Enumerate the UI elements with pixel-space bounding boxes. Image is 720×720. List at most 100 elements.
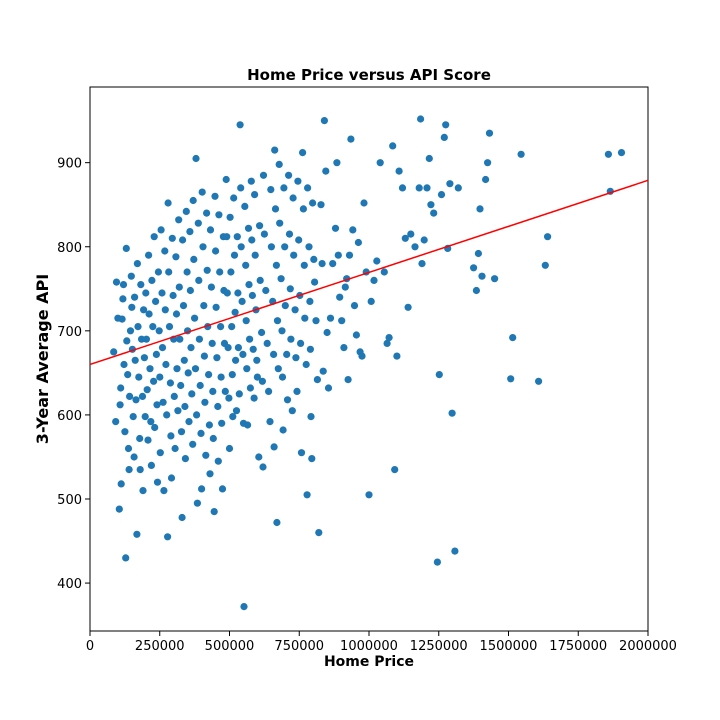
data-point-106 (186, 286, 194, 295)
data-point-271 (318, 260, 326, 268)
data-point-61 (155, 327, 163, 335)
data-point-109 (189, 440, 197, 448)
data-point-175 (234, 344, 242, 352)
data-point-263 (308, 455, 316, 463)
x-tick-label-6: 1500000 (480, 639, 538, 654)
data-point-121 (197, 429, 205, 437)
data-point-339 (484, 159, 492, 167)
data-point-83 (170, 392, 178, 400)
y-axis-label: 3-Year Average API (33, 274, 52, 444)
data-point-100 (182, 207, 190, 215)
data-point-199 (251, 251, 259, 259)
data-point-242 (289, 194, 297, 202)
data-point-120 (196, 381, 204, 390)
x-tick-label-5: 1250000 (410, 639, 468, 654)
data-point-161 (225, 394, 233, 402)
data-point-77 (166, 379, 174, 387)
data-point-312 (404, 303, 412, 311)
data-point-198 (251, 191, 259, 199)
data-point-254 (300, 261, 308, 269)
data-point-285 (341, 283, 349, 291)
data-point-168 (230, 194, 238, 202)
data-point-237 (285, 171, 293, 179)
data-point-304 (383, 339, 391, 347)
data-point-322 (430, 209, 438, 217)
data-point-59 (153, 478, 162, 486)
data-point-41 (141, 413, 149, 421)
data-point-282 (336, 293, 344, 301)
data-point-189 (244, 224, 253, 232)
data-point-226 (275, 160, 283, 168)
x-tick-label-2: 500000 (205, 639, 255, 654)
data-point-151 (218, 419, 226, 427)
data-point-140 (210, 508, 218, 516)
data-point-127 (201, 398, 209, 406)
data-point-301 (373, 257, 381, 265)
data-point-253 (299, 205, 307, 213)
data-point-5 (116, 401, 124, 409)
data-point-54 (150, 233, 158, 241)
data-point-186 (242, 317, 250, 325)
data-point-30 (133, 260, 141, 268)
data-point-289 (347, 135, 355, 143)
data-point-266 (311, 278, 319, 286)
data-point-315 (415, 184, 423, 192)
data-point-212 (263, 339, 271, 347)
data-point-73 (164, 533, 172, 541)
data-point-95 (179, 236, 187, 244)
data-point-336 (476, 205, 484, 213)
data-point-184 (241, 202, 249, 210)
data-point-240 (287, 335, 295, 343)
data-point-63 (156, 449, 164, 457)
data-point-42 (142, 289, 150, 297)
y-tick-label-4: 800 (57, 241, 82, 256)
data-point-146 (214, 457, 222, 465)
data-point-302 (376, 159, 384, 167)
data-point-329 (446, 180, 454, 188)
data-point-69 (161, 247, 169, 255)
data-point-84 (171, 444, 179, 453)
data-point-235 (283, 350, 291, 358)
data-point-248 (295, 236, 303, 244)
data-point-110 (189, 196, 197, 205)
data-point-6 (117, 384, 125, 392)
data-point-47 (145, 310, 153, 318)
data-point-208 (259, 463, 267, 471)
data-point-321 (427, 201, 435, 209)
data-point-272 (319, 367, 327, 375)
y-tick-label-0: 400 (57, 577, 82, 592)
data-point-338 (482, 175, 490, 184)
data-point-145 (214, 402, 222, 411)
data-point-344 (517, 150, 525, 158)
data-point-104 (185, 418, 193, 426)
data-point-107 (187, 344, 195, 352)
data-point-171 (232, 356, 240, 364)
data-point-21 (127, 272, 135, 280)
data-point-225 (274, 365, 282, 373)
data-point-309 (395, 167, 403, 175)
y-axis-ticks: 400 500 600 700 800 900 (57, 157, 90, 592)
data-point-193 (247, 177, 255, 185)
data-point-108 (188, 390, 196, 398)
data-point-210 (260, 230, 268, 238)
data-point-343 (509, 334, 517, 342)
data-point-195 (248, 291, 256, 300)
data-point-136 (207, 283, 215, 291)
data-point-133 (205, 421, 213, 429)
data-point-72 (163, 411, 171, 419)
data-point-93 (177, 428, 186, 436)
data-point-241 (288, 407, 296, 415)
data-point-52 (149, 323, 157, 331)
data-point-66 (158, 344, 167, 352)
data-point-80 (168, 234, 176, 242)
data-point-267 (312, 317, 320, 325)
y-tick-label-1: 500 (57, 493, 82, 508)
data-point-207 (258, 377, 266, 385)
data-point-262 (307, 413, 315, 421)
data-point-156 (221, 387, 229, 395)
data-point-178 (237, 184, 245, 192)
data-point-327 (442, 121, 450, 129)
data-point-222 (272, 261, 280, 269)
data-point-220 (271, 146, 279, 154)
data-point-7 (117, 480, 125, 488)
